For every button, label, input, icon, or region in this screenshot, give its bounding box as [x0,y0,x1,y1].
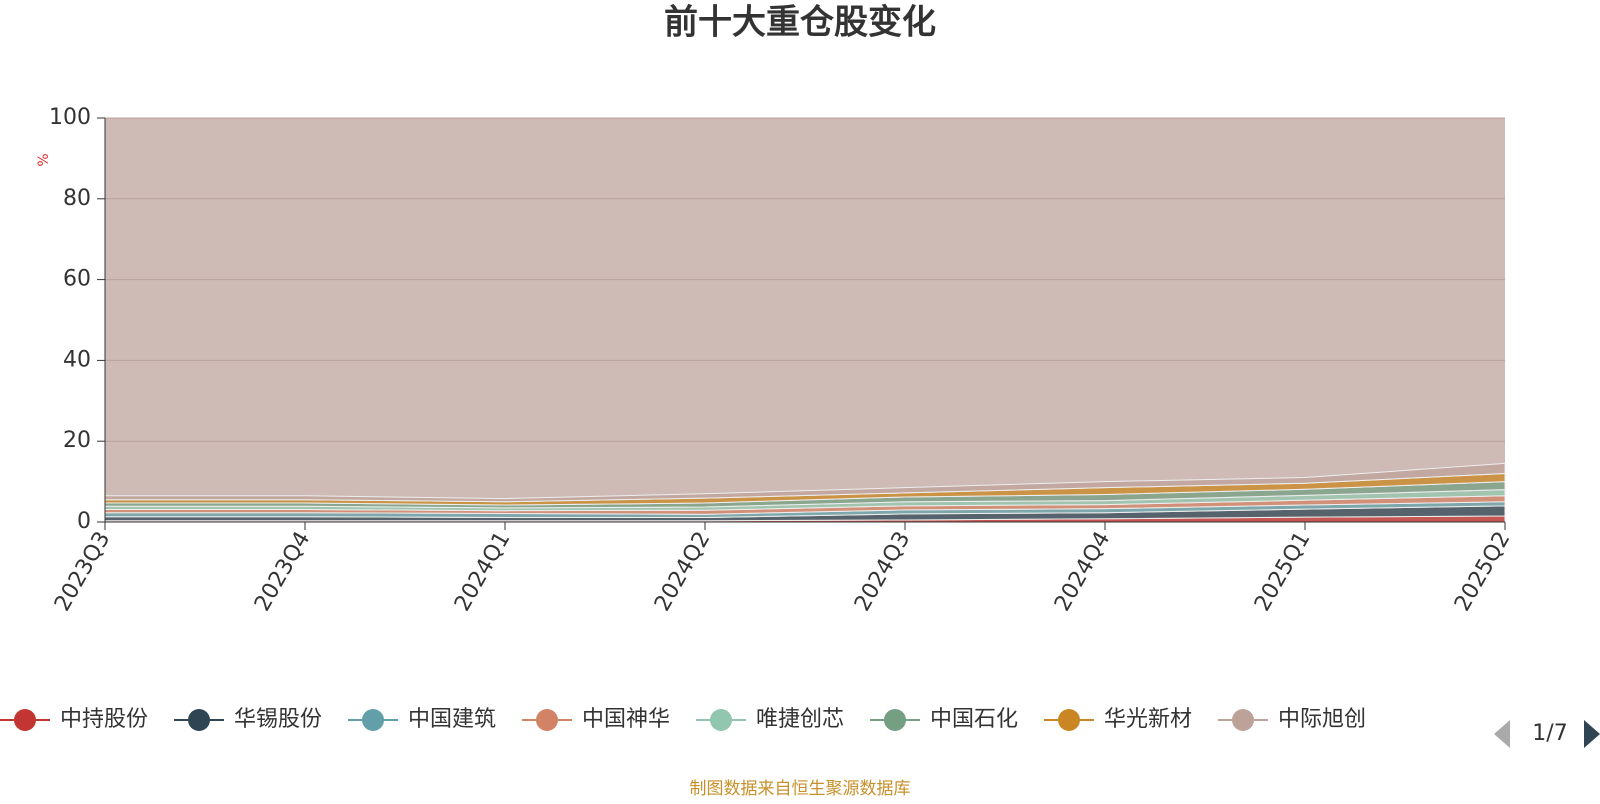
y-tick-label: 40 [63,347,91,372]
plot-background [105,118,1505,522]
legend-label[interactable]: 唯捷创芯 [756,707,844,732]
y-tick-label: 0 [77,509,91,534]
source-note: 制图数据来自恒生聚源数据库 [690,779,911,799]
legend-marker [1058,709,1080,731]
legend-label[interactable]: 中国神华 [582,707,670,732]
x-tick-label: 2023Q4 [250,528,315,616]
x-tick-label: 2024Q2 [650,528,715,616]
legend-label[interactable]: 华光新材 [1104,707,1192,732]
legend-label[interactable]: 中持股份 [60,707,148,732]
legend-label[interactable]: 华锡股份 [234,707,322,732]
legend-marker [14,709,36,731]
x-tick-label: 2025Q2 [1450,528,1515,616]
legend-marker [188,709,210,731]
y-tick-label: 80 [63,186,91,211]
x-tick-label: 2024Q3 [850,528,915,616]
y-tick-label: 60 [63,267,91,292]
legend-marker [710,709,732,731]
legend-label[interactable]: 中际旭创 [1278,707,1366,732]
legend-marker [1232,709,1254,731]
legend-prev[interactable] [1494,720,1510,748]
chart-title: 前十大重仓股变化 [664,3,936,43]
y-axis-label: % [36,153,52,166]
x-tick-label: 2024Q1 [450,528,515,616]
legend-label[interactable]: 中国石化 [930,707,1018,732]
x-tick-label: 2025Q1 [1250,528,1315,616]
y-tick-label: 20 [63,428,91,453]
legend-next[interactable] [1584,720,1600,748]
area [104,462,1506,503]
y-tick-label: 100 [49,105,91,130]
legend-marker [362,709,384,731]
legend-marker [884,709,906,731]
x-tick-label: 2023Q3 [50,528,115,616]
legend-page: 1/7 [1532,721,1567,746]
legend-marker [536,709,558,731]
x-tick-label: 2024Q4 [1050,528,1115,616]
legend-label[interactable]: 中国建筑 [408,707,496,732]
